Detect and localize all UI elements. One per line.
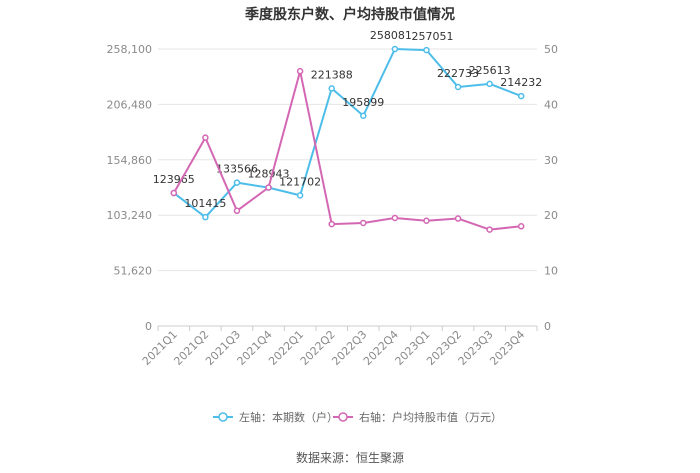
data-label: 214232 xyxy=(500,76,542,89)
chart-title: 季度股东户数、户均持股市值情况 xyxy=(244,6,455,23)
left-tick-label: 103,240 xyxy=(107,209,153,222)
right-tick-label: 50 xyxy=(544,43,558,56)
legend[interactable]: 左轴：本期数（户） 右轴：户均持股市值（万元） xyxy=(213,410,502,424)
series-line-2 xyxy=(172,70,522,231)
grid-lines xyxy=(158,48,537,327)
data-point xyxy=(233,179,241,186)
data-label: 133566 xyxy=(216,163,258,176)
data-point xyxy=(328,85,335,92)
data-point xyxy=(517,223,525,230)
data-point xyxy=(170,189,178,197)
right-tick-label: 30 xyxy=(544,154,558,167)
right-tick-label: 40 xyxy=(544,98,558,111)
data-point xyxy=(454,83,462,91)
data-label: 121702 xyxy=(279,175,321,188)
data-point xyxy=(423,217,430,224)
legend-item-1[interactable]: 左轴：本期数（户） xyxy=(213,410,338,424)
data-point xyxy=(391,45,399,53)
left-tick-label: 206,480 xyxy=(107,98,153,111)
series-line-1 xyxy=(173,48,522,219)
data-point xyxy=(328,220,335,228)
data-label: 257051 xyxy=(411,30,453,43)
legend-label: 右轴：户均持股市值（万元） xyxy=(359,410,502,424)
left-tick-label: 51,620 xyxy=(114,265,153,278)
data-label: 222733 xyxy=(437,67,479,80)
data-point xyxy=(423,46,430,54)
right-axis: 0 10 20 30 40 50 xyxy=(544,43,558,333)
data-source: 数据来源：恒生聚源 xyxy=(296,450,404,465)
left-axis: 0 51,620 103,240 154,860 206,480 258,100 xyxy=(107,43,153,333)
data-label: 123965 xyxy=(153,173,195,186)
data-point xyxy=(265,184,272,191)
data-point xyxy=(202,213,209,221)
data-point xyxy=(202,134,209,141)
data-point xyxy=(296,192,304,199)
x-tick-label: 2023Q4 xyxy=(487,328,527,368)
data-label: 195899 xyxy=(342,96,384,109)
data-point xyxy=(360,112,367,120)
data-point xyxy=(360,219,367,227)
legend-marker xyxy=(338,412,348,422)
legend-item-2[interactable]: 右轴：户均持股市值（万元） xyxy=(333,410,502,424)
data-label: 101415 xyxy=(184,197,226,210)
data-point xyxy=(391,214,399,222)
data-label: 128943 xyxy=(248,168,290,181)
right-tick-label: 10 xyxy=(544,265,558,278)
right-tick-label: 20 xyxy=(544,209,558,222)
data-label: 225613 xyxy=(469,64,511,77)
legend-label: 左轴：本期数（户） xyxy=(239,410,338,424)
data-point xyxy=(233,207,241,215)
data-point xyxy=(486,226,493,233)
data-label: 258081 xyxy=(370,29,412,42)
left-tick-label: 154,860 xyxy=(107,154,153,167)
left-tick-label: 258,100 xyxy=(107,43,153,56)
data-point xyxy=(454,215,462,222)
data-label: 221388 xyxy=(311,68,353,81)
right-tick-label: 0 xyxy=(544,320,551,333)
x-axis: 2021Q12021Q22021Q32021Q42022Q12022Q22022… xyxy=(140,325,538,368)
data-point xyxy=(517,92,525,100)
data-point xyxy=(296,67,304,75)
left-tick-label: 0 xyxy=(145,320,152,333)
data-point xyxy=(486,80,493,88)
legend-marker xyxy=(218,412,228,422)
